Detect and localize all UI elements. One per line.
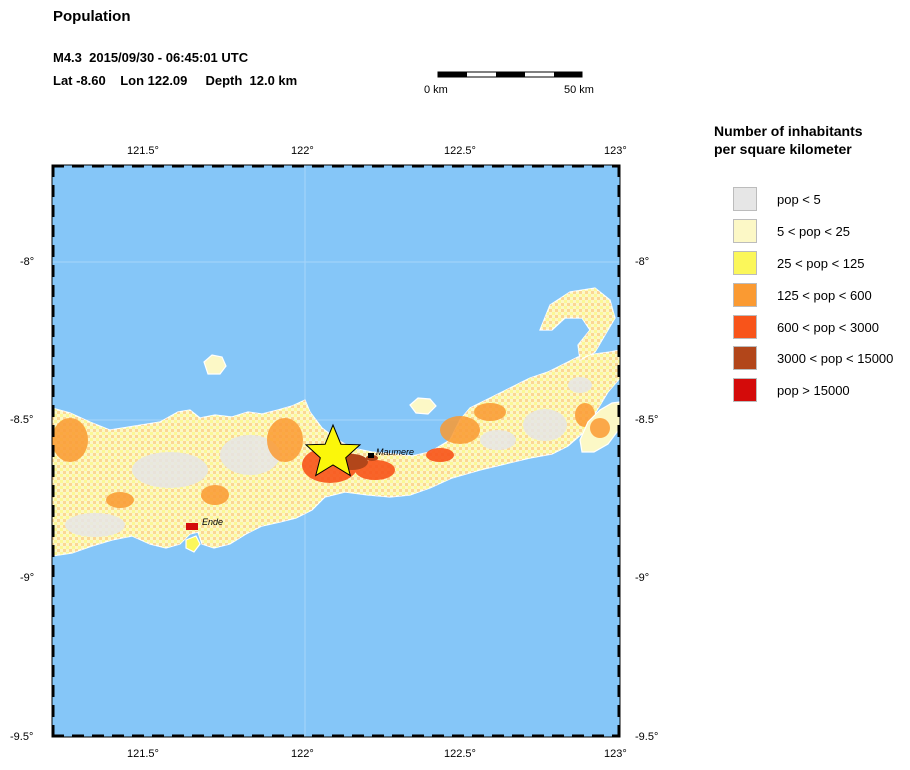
legend-swatch	[733, 251, 757, 275]
legend-label: 600 < pop < 3000	[777, 320, 879, 335]
lon-tick-label-top: 121.5°	[127, 145, 159, 157]
legend-swatch	[733, 346, 757, 370]
legend-label: 3000 < pop < 15000	[777, 351, 894, 366]
legend-title: Number of inhabitants per square kilomet…	[714, 123, 863, 157]
scale-bar-right-label: 50 km	[564, 84, 594, 96]
lat-tick-label-left: -8.5°	[10, 414, 34, 426]
scale-bar	[437, 71, 583, 78]
lat-tick-label-right: -9.5°	[635, 731, 659, 743]
lat-tick-label-left: -9.5°	[10, 731, 34, 743]
scale-bar-left-label: 0 km	[424, 84, 448, 96]
lon-tick-label-top: 122.5°	[444, 145, 476, 157]
legend-label: 25 < pop < 125	[777, 256, 865, 271]
lon-tick-label-top: 123°	[604, 145, 627, 157]
legend-swatch	[733, 378, 757, 402]
legend-swatch	[733, 187, 757, 211]
star-icon	[304, 423, 362, 477]
legend-label: 125 < pop < 600	[777, 288, 872, 303]
lon-tick-label-bottom: 122°	[291, 748, 314, 760]
lat-tick-label-right: -8°	[635, 256, 650, 268]
event-info-line-1: M4.3 2015/09/30 - 06:45:01 UTC	[53, 50, 249, 65]
ende-city-area	[186, 523, 198, 530]
small-islands	[185, 287, 620, 553]
lon-tick-label-bottom: 121.5°	[127, 748, 159, 760]
lat-tick-label-left: -8°	[20, 256, 35, 268]
lat-tick-label-left: -9°	[20, 572, 35, 584]
legend-label: pop > 15000	[777, 383, 850, 398]
legend-label: 5 < pop < 25	[777, 224, 851, 239]
event-info-line-2: Lat -8.60 Lon 122.09 Depth 12.0 km	[53, 73, 298, 88]
legend-swatch	[733, 315, 757, 339]
maumere-marker	[368, 453, 374, 458]
page-title: Population	[53, 8, 131, 25]
lat-tick-label-right: -9°	[635, 572, 650, 584]
place-labels: Maumere Ende	[202, 447, 414, 527]
place-label-maumere: Maumere	[376, 447, 414, 457]
map-frame	[51, 164, 621, 738]
place-label-ende: Ende	[202, 517, 223, 527]
legend-label: pop < 5	[777, 192, 821, 207]
legend-swatch	[733, 283, 757, 307]
lon-tick-label-bottom: 123°	[604, 748, 627, 760]
lon-tick-label-top: 122°	[291, 145, 314, 157]
lon-tick-label-bottom: 122.5°	[444, 748, 476, 760]
legend-swatch	[733, 219, 757, 243]
lat-tick-label-right: -8.5°	[635, 414, 659, 426]
